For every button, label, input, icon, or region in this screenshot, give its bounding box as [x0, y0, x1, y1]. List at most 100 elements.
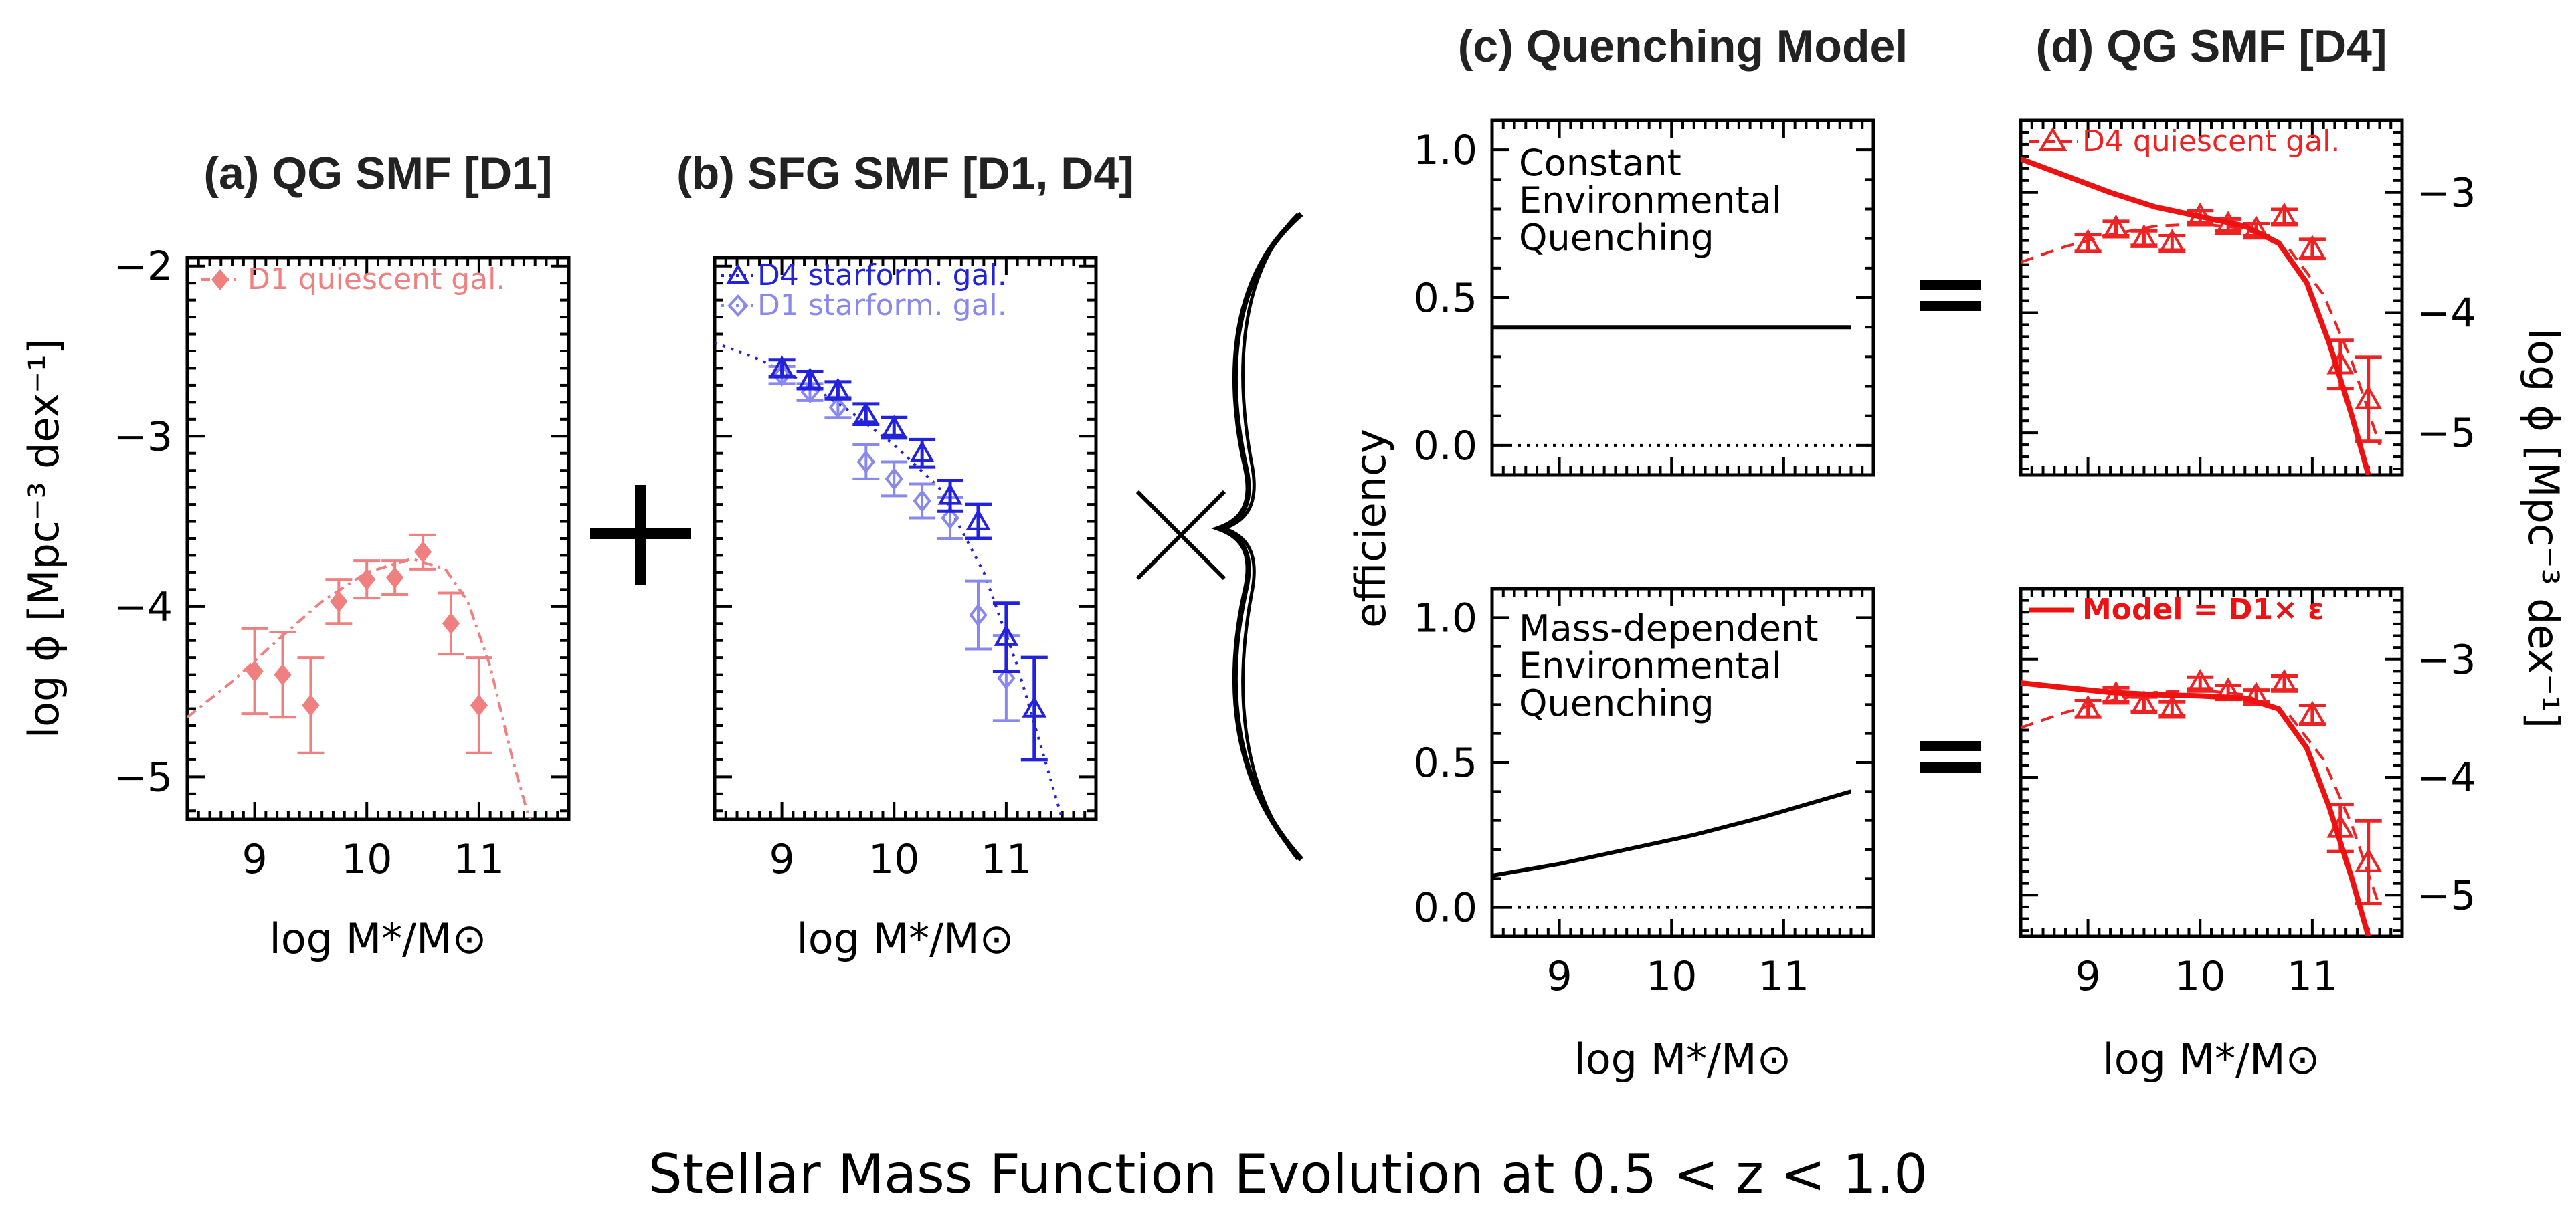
- x-tick-label: 9: [242, 836, 267, 883]
- diamond-marker: [969, 603, 988, 627]
- equals-operator-bottom: =: [1920, 741, 1981, 797]
- fit-curve: [715, 341, 1064, 819]
- diamond-marker: [274, 663, 292, 686]
- panel-c-top-plot: [1492, 325, 1873, 447]
- x-tick-label: 11: [2287, 953, 2338, 1000]
- panel-c-top-text: Constant Environmental Quenching: [1519, 142, 1793, 259]
- triangle-marker: [853, 401, 879, 423]
- diamond-marker: [913, 489, 931, 513]
- triangle-marker: [2074, 229, 2102, 253]
- legend-triangle-marker: [2038, 127, 2067, 151]
- triangle-marker: [1022, 696, 1047, 718]
- svg-text:=: =: [1950, 334, 1951, 335]
- y-tick-label: −3: [114, 413, 173, 460]
- triangle-marker: [2270, 202, 2298, 227]
- diamond-marker: [442, 612, 460, 635]
- x-tick-label: 11: [454, 836, 504, 883]
- efficiency-line: [1492, 789, 1852, 878]
- x-tick-label: 10: [341, 836, 392, 883]
- axis-ticks: 9 10 11 9 10 11 9 10 11 9 10 11 −2 −3 −4 −5 1.0 0.5 0.0 1.0…: [114, 119, 2476, 1000]
- equals-operator-top: =: [1920, 280, 1981, 335]
- y-tick-label: −4: [114, 584, 173, 631]
- diamond-marker: [828, 395, 848, 419]
- triangle-marker: [909, 440, 935, 462]
- diamond-marker: [772, 363, 792, 387]
- triangle-marker: [2158, 694, 2186, 719]
- triangle-marker: [2130, 690, 2158, 714]
- panel-c-bottom-plot: [1492, 789, 1873, 909]
- panel-d-top-plot: [2021, 156, 2383, 475]
- y-tick-label: −5: [2417, 872, 2476, 919]
- triangle-marker: [937, 483, 963, 505]
- y-tick-label: 0.0: [1414, 423, 1477, 470]
- times-operator: ×: [1135, 490, 1226, 670]
- panel-b-legend: D4 starform. gal. D1 starform. gal.: [721, 258, 1007, 322]
- panel-b-plot: [715, 341, 1064, 819]
- triangle-marker: [798, 367, 822, 389]
- triangle-marker: [994, 624, 1019, 646]
- triangle-marker: [2355, 385, 2383, 409]
- panel-d-ylabel: log ϕ [Mpc⁻³ dex⁻¹]: [2519, 328, 2568, 728]
- panel-d-bottom-legend: Model = D1× ε: [2029, 593, 2324, 627]
- x-tick-label: 9: [769, 836, 794, 883]
- fit-curve: [187, 557, 531, 819]
- diamond-marker: [330, 590, 348, 613]
- triangle-marker: [2270, 668, 2298, 693]
- x-tick-label: 9: [1546, 953, 1572, 1000]
- svg-text:×: ×: [1181, 668, 1182, 670]
- panel-a-plot: [187, 533, 531, 819]
- panel-c-ylabel: efficiency: [1346, 429, 1395, 628]
- y-tick-label: 0.5: [1414, 275, 1477, 322]
- curly-brace: [1211, 211, 1303, 861]
- panel-d-bottom-plot: [2021, 668, 2383, 936]
- y-tick-label: −4: [2417, 290, 2476, 336]
- panel-a-xlabel: log M*/M⊙: [269, 914, 486, 963]
- triangle-marker: [825, 377, 850, 399]
- y-tick-label: 1.0: [1414, 127, 1477, 174]
- panel-a-frame: [185, 256, 571, 821]
- legend-d4-starform: D4 starform. gal.: [757, 258, 1007, 292]
- y-tick-label: −3: [2417, 170, 2476, 217]
- triangle-marker: [2130, 224, 2158, 248]
- y-tick-label: −5: [114, 754, 173, 801]
- diamond-marker: [941, 506, 959, 530]
- triangle-marker: [2074, 694, 2102, 719]
- diamond-marker: [302, 694, 320, 716]
- x-tick-label: 10: [868, 836, 919, 883]
- triangle-marker: [965, 508, 991, 530]
- legend-triangle-marker: [726, 264, 750, 284]
- y-tick-label: −4: [2417, 754, 2476, 801]
- panel-b-title: (b) SFG SMF [D1, D4]: [676, 148, 1134, 199]
- triangle-marker: [2186, 668, 2214, 693]
- y-tick-label: −2: [114, 243, 173, 290]
- y-tick-label: 1.0: [1414, 595, 1477, 641]
- diamond-marker: [997, 666, 1016, 690]
- x-tick-label: 9: [2075, 953, 2100, 1000]
- y-tick-label: −3: [2417, 637, 2476, 684]
- panel-d-title: (d) QG SMF [D4]: [2035, 21, 2387, 72]
- panel-d-bottom-frame: [2019, 587, 2404, 938]
- legend-d4-quiescent: D4 quiescent gal.: [2082, 124, 2340, 159]
- panel-d-top-legend: D4 quiescent gal.: [2029, 124, 2340, 159]
- model-curve: [2021, 156, 2371, 475]
- y-tick-label: 0.0: [1414, 885, 1477, 932]
- y-tick-label: 0.5: [1414, 740, 1477, 787]
- panel-a-title: (a) QG SMF [D1]: [203, 148, 552, 199]
- plus-operator: +: [590, 485, 691, 670]
- triangle-marker: [881, 415, 907, 437]
- triangle-marker: [2102, 214, 2130, 239]
- legend-diamond-marker: [727, 294, 749, 317]
- legend-d1-starform: D1 starform. gal.: [757, 288, 1007, 322]
- legend-diamond-marker: [211, 269, 229, 290]
- triangle-marker: [2158, 229, 2186, 253]
- panel-d-top-frame: [2019, 118, 2404, 477]
- x-tick-label: 11: [1758, 953, 1809, 1000]
- panel-c-bottom-text: Mass-dependent Environmental Quenching: [1519, 607, 1830, 724]
- legend-d1-quiescent: D1 quiescent gal.: [248, 262, 505, 296]
- diamond-marker: [246, 660, 264, 682]
- panel-c-xlabel: log M*/M⊙: [1574, 1035, 1791, 1084]
- triangle-marker: [2298, 700, 2326, 725]
- triangle-marker: [2355, 847, 2383, 872]
- panel-d-xlabel: log M*/M⊙: [2102, 1035, 2320, 1084]
